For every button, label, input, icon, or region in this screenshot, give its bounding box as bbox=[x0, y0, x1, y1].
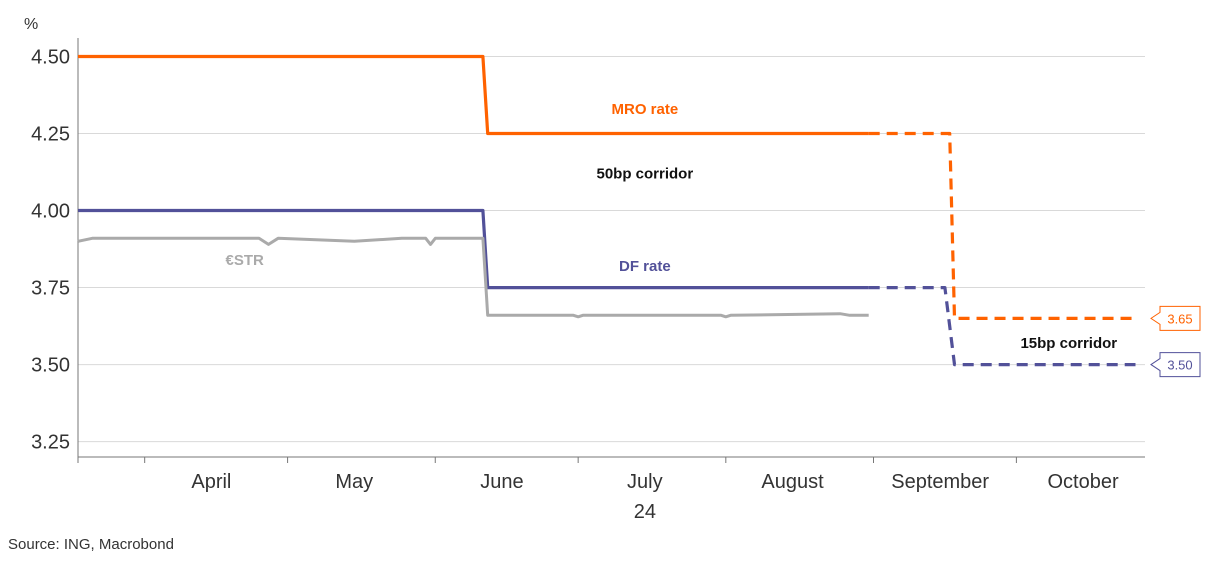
annotation-label: 50bp corridor bbox=[597, 166, 694, 183]
annotation-label: MRO rate bbox=[612, 101, 679, 118]
value-callout-label: 3.50 bbox=[1167, 358, 1192, 373]
value-callout-box bbox=[1150, 305, 1201, 331]
y-axis-unit: % bbox=[24, 16, 38, 33]
value-callout-label: 3.65 bbox=[1167, 311, 1192, 326]
y-tick-label: 3.25 bbox=[31, 432, 70, 454]
annotations: MRO rate 50bp corridor DF rate €STR 15bp cor… bbox=[226, 101, 1201, 378]
series-line-df-rate-solid bbox=[78, 208, 869, 290]
source-note: Source: ING, Macrobond bbox=[8, 536, 174, 553]
y-tick-label: 4.50 bbox=[31, 46, 70, 68]
chart: 3.25 3.50 3.75 4.00 4.25 4.50% April May June Jul… bbox=[24, 16, 1201, 523]
y-tick-label: 3.75 bbox=[31, 278, 70, 300]
x-tick-label: June bbox=[480, 471, 523, 493]
annotation-label: €STR bbox=[226, 252, 265, 269]
axes: 3.25 3.50 3.75 4.00 4.25 4.50% April May June Jul… bbox=[24, 16, 1145, 523]
x-tick-label: April bbox=[191, 471, 231, 493]
x-tick-label: May bbox=[335, 471, 373, 493]
y-tick-label: 4.25 bbox=[31, 124, 70, 146]
x-tick-label: July bbox=[627, 471, 663, 493]
series-line-mro-rate-dashed bbox=[868, 131, 1136, 320]
x-tick-label: October bbox=[1047, 471, 1118, 493]
x-tick-label: September bbox=[891, 471, 989, 493]
annotation-label: 15bp corridor bbox=[1020, 335, 1117, 352]
x-tick-label: August bbox=[761, 471, 824, 493]
y-tick-label: 4.00 bbox=[31, 201, 70, 223]
x-year-label: 24 bbox=[634, 501, 656, 523]
value-callout-box bbox=[1150, 352, 1201, 378]
y-tick-label: 3.50 bbox=[31, 355, 70, 377]
annotation-label: DF rate bbox=[619, 258, 671, 275]
series-lines bbox=[77, 54, 1136, 367]
series-line-mro-rate-solid bbox=[78, 54, 869, 136]
series-line-df-rate-dashed bbox=[868, 286, 1136, 367]
series-line--str-solid bbox=[77, 236, 869, 319]
